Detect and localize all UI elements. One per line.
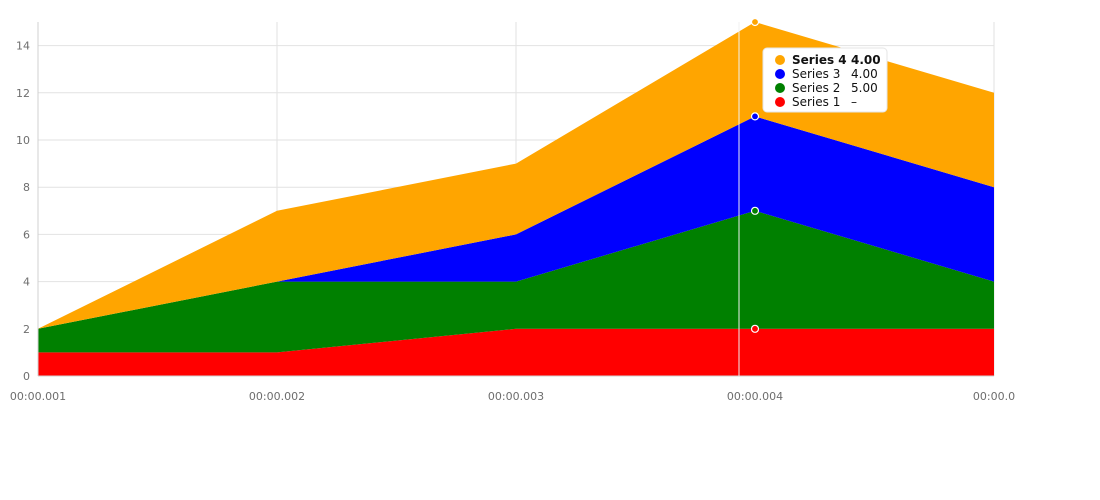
y-tick-label: 14	[16, 40, 30, 53]
y-tick-label: 0	[23, 370, 30, 383]
y-tick-label: 12	[16, 87, 30, 100]
tooltip-series-value: 5.00	[851, 81, 878, 95]
x-tick-label: 00:00.003	[488, 390, 544, 403]
tooltip-series-value: –	[851, 95, 857, 109]
y-tick-label: 8	[23, 181, 30, 194]
tooltip-series-value: 4.00	[851, 67, 878, 81]
tooltip-swatch	[775, 97, 785, 107]
tooltip-series-name: Series 3	[792, 67, 840, 81]
y-tick-label: 4	[23, 276, 30, 289]
tooltip-series-name: Series 4	[792, 53, 847, 67]
hover-marker-series-2	[750, 206, 760, 215]
tooltip-swatch	[775, 69, 785, 79]
tooltip-series-name: Series 1	[792, 95, 840, 109]
tooltip-swatch	[775, 55, 785, 65]
hover-marker-series-1	[750, 324, 760, 333]
area-series-3[interactable]	[38, 116, 994, 329]
area-series-1[interactable]	[38, 328, 994, 376]
axes: 0 2 4 6 8 10 12 14 00:00.001 00:00.002 00:00.003 00…	[10, 22, 1015, 403]
tooltip-series-name: Series 2	[792, 81, 840, 95]
tooltip-swatch	[775, 83, 785, 93]
x-tick-label: 00:00.002	[249, 390, 305, 403]
tooltip-series-value: 4.00	[851, 53, 881, 67]
y-tick-label: 2	[23, 323, 30, 336]
tooltip-box	[762, 47, 888, 113]
x-tick-label: 00:00.001	[10, 390, 66, 403]
y-tick-label: 6	[23, 228, 30, 241]
tooltip: Series 4 4.00 Series 3 4.00 Series 2 5.00 Seri…	[762, 47, 888, 113]
hover-marker-series-4	[750, 17, 760, 27]
x-tick-label: 00:00.0	[973, 390, 1015, 403]
area-series-4[interactable]	[38, 22, 994, 329]
hover-layer	[738, 17, 760, 376]
x-tick-label: 00:00.004	[727, 390, 783, 403]
area-series-layer	[38, 22, 994, 376]
y-tick-label: 10	[16, 134, 30, 147]
hover-marker-series-3	[750, 112, 760, 121]
